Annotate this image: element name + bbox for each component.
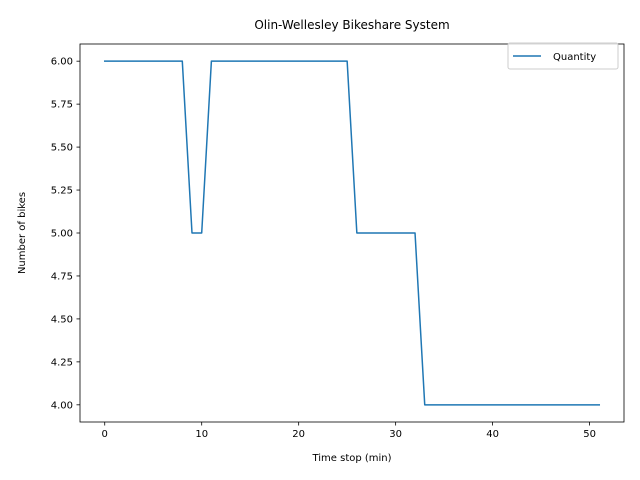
y-tick-label: 5.75	[51, 100, 73, 111]
x-tick-label: 20	[292, 429, 305, 440]
data-point	[133, 61, 134, 62]
data-point	[512, 404, 513, 405]
data-point	[589, 404, 590, 405]
data-point	[473, 404, 474, 405]
data-point	[211, 61, 212, 62]
data-point	[366, 233, 367, 234]
data-point	[550, 404, 551, 405]
data-point	[531, 404, 532, 405]
y-axis-ticks: 4.00 4.25 4.50 4.75 5.00 5.25 5.50 5.75 6.00	[51, 57, 80, 411]
data-point	[579, 404, 580, 405]
x-axis-ticks: 0 10 20 30 40 50	[102, 422, 596, 440]
legend-label-quantity: Quantity	[553, 52, 596, 63]
x-tick-label: 30	[389, 429, 402, 440]
data-point	[599, 404, 600, 405]
data-point	[502, 404, 503, 405]
data-point	[521, 404, 522, 405]
data-point	[327, 61, 328, 62]
data-point	[124, 61, 125, 62]
y-tick-label: 5.50	[51, 143, 73, 154]
data-point	[114, 61, 115, 62]
plot-frame	[79, 43, 625, 423]
data-point	[570, 404, 571, 405]
data-point	[143, 61, 144, 62]
data-point	[318, 61, 319, 62]
data-point	[104, 61, 105, 62]
x-axis-label: Time stop (min)	[311, 453, 391, 464]
data-point	[337, 61, 338, 62]
plot-area	[80, 44, 624, 422]
x-tick-label: 0	[102, 429, 108, 440]
data-point	[182, 61, 183, 62]
data-point	[153, 61, 154, 62]
y-tick-label: 4.75	[51, 271, 73, 282]
legend-box	[507, 42, 619, 70]
x-tick-label: 40	[486, 429, 499, 440]
data-point	[482, 404, 483, 405]
data-point	[240, 61, 241, 62]
data-point	[376, 233, 377, 234]
data-point	[347, 61, 348, 62]
y-tick-label: 4.50	[51, 314, 73, 325]
y-tick-label: 5.25	[51, 186, 73, 197]
x-tick-label: 10	[195, 429, 208, 440]
y-tick-label: 5.00	[51, 229, 73, 240]
data-point	[492, 404, 493, 405]
data-point	[424, 404, 425, 405]
data-point	[453, 404, 454, 405]
data-point	[463, 404, 464, 405]
data-point	[279, 61, 280, 62]
data-point	[250, 61, 251, 62]
data-point	[385, 233, 386, 234]
data-point	[560, 404, 561, 405]
data-point	[444, 404, 445, 405]
data-point	[162, 61, 163, 62]
data-point	[259, 61, 260, 62]
data-point	[201, 233, 202, 234]
data-point	[221, 61, 222, 62]
series-line-quantity	[103, 60, 601, 406]
data-point	[288, 61, 289, 62]
data-point	[298, 61, 299, 62]
y-axis-label: Number of bikes	[17, 192, 28, 274]
data-point	[395, 233, 396, 234]
data-point	[405, 233, 406, 234]
y-tick-label: 4.25	[51, 357, 73, 368]
data-point	[230, 61, 231, 62]
y-tick-label: 4.00	[51, 400, 73, 411]
x-tick-label: 50	[583, 429, 596, 440]
data-point	[308, 61, 309, 62]
data-point	[415, 233, 416, 234]
data-point	[541, 404, 542, 405]
data-point	[192, 233, 193, 234]
data-point	[356, 233, 357, 234]
data-point	[269, 61, 270, 62]
data-point	[434, 404, 435, 405]
y-tick-label: 6.00	[51, 57, 73, 68]
legend: Quantity	[507, 42, 619, 70]
data-point	[172, 61, 173, 62]
chart-title: Olin-Wellesley Bikeshare System	[254, 18, 449, 32]
